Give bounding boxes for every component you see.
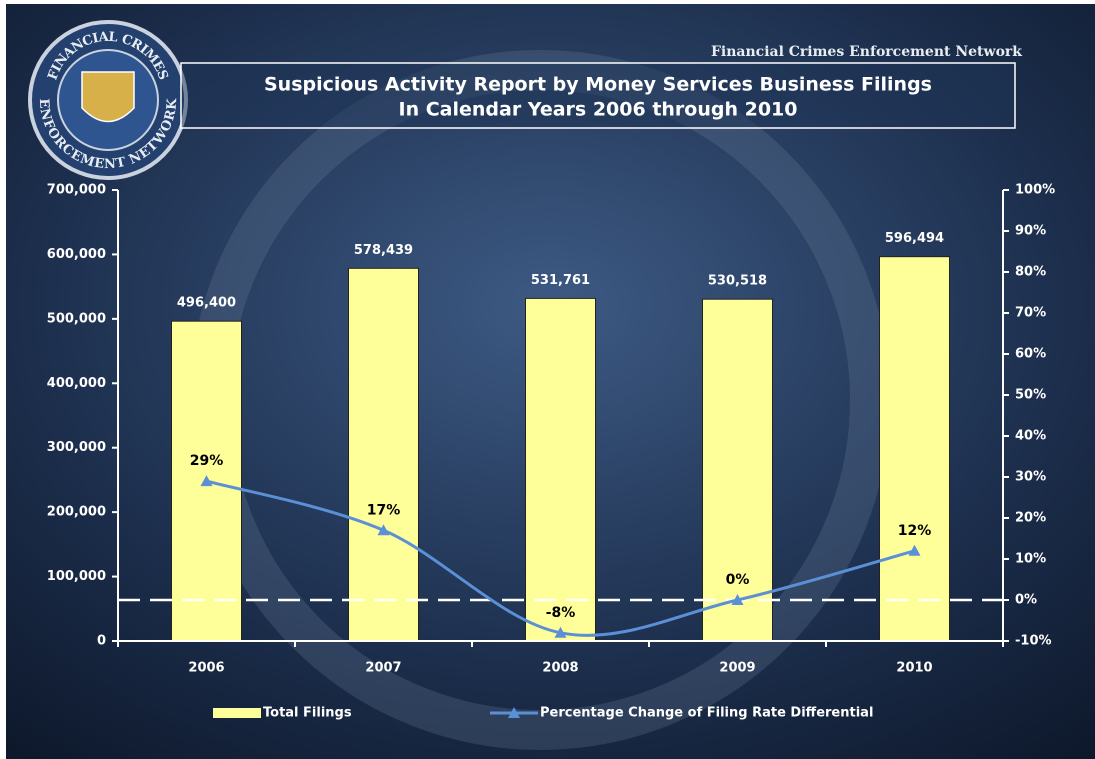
data-label: 530,518 — [708, 274, 767, 289]
y-tick-label: 200,000 — [47, 505, 106, 520]
y-tick-label: 700,000 — [47, 183, 106, 198]
line-marker — [377, 524, 390, 536]
data-label: 17% — [367, 502, 401, 518]
bar — [702, 298, 773, 642]
y2-tick-label: 0% — [1015, 593, 1037, 608]
y-tick-label: 0 — [97, 634, 106, 649]
y2-tick-label: 100% — [1015, 183, 1055, 198]
y2-tick-label: 10% — [1015, 552, 1046, 567]
x-tick-label: 2008 — [542, 661, 578, 676]
y-tick-label: 600,000 — [47, 247, 106, 262]
title-box — [180, 62, 1016, 129]
data-label: -8% — [546, 605, 576, 621]
y-tick-label: 400,000 — [47, 376, 106, 391]
organization: Financial Crimes Enforcement Network — [711, 44, 1022, 60]
legend-marker — [508, 707, 520, 718]
seal: FINANCIAL CRIMES ENFORCEMENT NETWORK — [28, 20, 188, 180]
x-tick-label: 2007 — [365, 661, 401, 676]
x-tick-label: 2006 — [188, 661, 224, 676]
bar — [348, 267, 419, 642]
y-tick-label: 100,000 — [47, 569, 106, 584]
y2-tick-label: 20% — [1015, 511, 1046, 526]
data-label: 496,400 — [177, 296, 236, 311]
data-label: 29% — [190, 453, 224, 469]
data-label: 0% — [726, 572, 750, 588]
y2-tick-label: 80% — [1015, 265, 1046, 280]
y2-tick-label: 30% — [1015, 470, 1046, 485]
line-marker — [200, 475, 213, 487]
y-tick-label: 500,000 — [47, 311, 106, 326]
y2-tick-label: 60% — [1015, 347, 1046, 362]
y2-tick-label: 70% — [1015, 306, 1046, 321]
x-tick-label: 2010 — [896, 661, 932, 676]
data-label: 12% — [898, 523, 932, 539]
legend-swatch — [213, 708, 261, 718]
legend-label: Total Filings — [263, 706, 352, 721]
data-label: 578,439 — [354, 243, 413, 258]
y2-tick-label: -10% — [1015, 634, 1052, 649]
legend-label: Percentage Change of Filing Rate Differe… — [540, 706, 873, 721]
bar — [525, 297, 596, 642]
data-label: 596,494 — [885, 231, 944, 246]
y2-tick-label: 90% — [1015, 224, 1046, 239]
chart-title: Suspicious Activity Report by Money Serv… — [264, 74, 932, 96]
y2-tick-label: 40% — [1015, 429, 1046, 444]
line-marker — [554, 626, 567, 638]
chart-subtitle: In Calendar Years 2006 through 2010 — [399, 99, 798, 121]
bar — [879, 256, 950, 642]
y2-tick-label: 50% — [1015, 388, 1046, 403]
line-marker — [731, 594, 744, 605]
y-tick-label: 300,000 — [47, 440, 106, 455]
line-marker — [908, 544, 921, 556]
data-label: 531,761 — [531, 273, 590, 288]
x-tick-label: 2009 — [719, 661, 755, 676]
